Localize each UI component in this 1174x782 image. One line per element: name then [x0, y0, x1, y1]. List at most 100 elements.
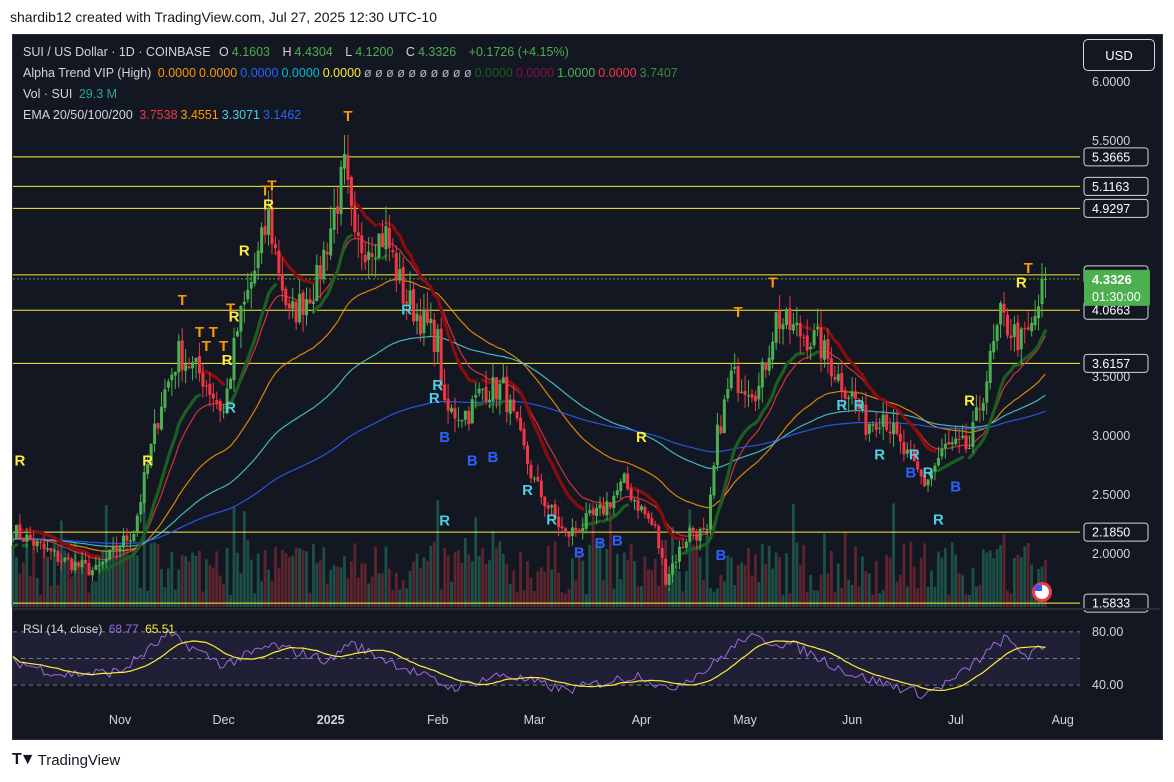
candle-body — [153, 423, 157, 444]
alpha-trend-segment — [449, 341, 457, 355]
candle-body — [709, 494, 713, 530]
volume-bar — [757, 581, 761, 607]
alpha-trend-segment — [708, 526, 716, 540]
candle-body — [342, 153, 346, 169]
volume-bar — [512, 570, 516, 607]
volume-bar — [39, 594, 43, 607]
exchange-flag-icon-canton — [1035, 585, 1042, 591]
volume-bar — [988, 550, 992, 607]
candle-body — [726, 388, 730, 399]
alpha-trend-label[interactable]: Alpha Trend VIP (High) — [23, 66, 152, 80]
candle-body — [425, 308, 429, 324]
volume-bar — [73, 542, 77, 607]
alpha-trend-segment — [995, 386, 1003, 403]
volume-bar — [688, 509, 692, 607]
volume-bar — [999, 545, 1002, 607]
alpha-trend-segment — [146, 512, 153, 527]
candle-body — [349, 177, 353, 207]
legend-symbol[interactable]: SUI / US Dollar · 1D · COINBASE — [23, 45, 211, 59]
candle-body — [878, 427, 882, 429]
candle-body — [166, 381, 170, 388]
volume-bar — [505, 563, 509, 607]
candle-body — [598, 504, 602, 509]
volume-bar — [201, 591, 205, 607]
alpha-trend-segment — [370, 220, 378, 228]
volume-bar — [53, 542, 56, 607]
chart-frame[interactable] — [12, 34, 1163, 740]
volume-bar — [343, 556, 346, 607]
candle-body — [367, 251, 371, 260]
volume-bar — [142, 502, 146, 607]
candle-body — [1043, 278, 1047, 281]
candle-body — [280, 273, 284, 291]
ema-label[interactable]: EMA 20/50/100/200 — [23, 108, 133, 122]
candle-body — [218, 400, 222, 411]
candle-body — [63, 557, 67, 561]
volume-bar — [381, 573, 384, 607]
close-value: 4.3326 — [417, 45, 457, 59]
candle-body — [173, 372, 177, 376]
volume-bar — [495, 547, 498, 607]
candle-body — [260, 227, 264, 254]
time-tick-label: 2025 — [317, 713, 345, 727]
level-price-tag — [1083, 522, 1149, 542]
candle-body — [892, 423, 896, 435]
candle-body — [753, 395, 757, 402]
volume-bar — [1002, 534, 1006, 607]
tradingview-brand: TradingView — [37, 751, 121, 769]
candle-body — [446, 398, 450, 411]
countdown-label: 01:30:00 — [1092, 290, 1141, 304]
volume-bar — [564, 593, 567, 607]
last-price-tag — [1084, 269, 1150, 306]
volume-bar — [1012, 557, 1016, 607]
price-tick-label: 2.5000 — [1092, 488, 1130, 502]
candle-body — [933, 465, 937, 472]
volume-bar — [308, 592, 312, 607]
alpha-trend-value-7: 0.0000 — [515, 66, 555, 80]
volume-bar — [218, 575, 222, 607]
candle-body — [439, 328, 443, 387]
price-tick-label: 3.5000 — [1092, 370, 1130, 384]
volume-bar — [557, 572, 560, 607]
rsi-ma-value: 65.51 — [145, 622, 176, 636]
candle-body — [14, 524, 18, 539]
signal-label: B — [715, 547, 726, 564]
volume-bar — [767, 545, 771, 607]
candle-body — [612, 495, 616, 509]
tradingview-logo[interactable]: T▼ TradingView — [12, 751, 120, 769]
candle-body — [412, 288, 416, 322]
currency-button[interactable]: USD — [1083, 39, 1155, 71]
volume-bar — [957, 572, 961, 607]
ema-value-2: 3.3071 — [221, 108, 260, 122]
legend-rsi-row: RSI (14, close) 68.77 65.51 — [23, 622, 178, 636]
level-price-label: 2.1850 — [1092, 526, 1130, 540]
volume-bar — [733, 585, 737, 607]
candle-body — [985, 381, 989, 403]
signal-label: T — [226, 300, 235, 317]
tradingview-logo-icon: T▼ — [12, 751, 36, 768]
rsi-label[interactable]: RSI (14, close) — [23, 622, 103, 636]
volume-bar — [329, 569, 333, 607]
candle-body — [149, 443, 153, 466]
signal-label: R — [263, 197, 274, 214]
time-tick-label: Mar — [524, 713, 546, 727]
candle-body — [163, 389, 167, 408]
volume-bar — [87, 592, 91, 607]
candle-body — [881, 414, 885, 427]
candle-body — [135, 515, 139, 534]
candle-body — [87, 563, 91, 576]
candle-body — [981, 402, 985, 411]
time-axis: Nov Dec 2025 Feb Mar Apr May Jun Jul Aug — [109, 713, 1074, 727]
signal-label: R — [874, 447, 885, 464]
candle-body — [529, 464, 533, 479]
volume-label[interactable]: Vol · SUI — [23, 87, 73, 101]
signal-label: T — [260, 182, 269, 199]
volume-bar — [943, 548, 947, 607]
alpha-trend-value-6: 0.0000 — [474, 66, 513, 80]
volume-bar — [975, 586, 978, 607]
candle-body — [35, 540, 39, 547]
candle-body — [885, 414, 889, 431]
volume-bar — [94, 581, 98, 607]
candle-body — [591, 509, 595, 515]
